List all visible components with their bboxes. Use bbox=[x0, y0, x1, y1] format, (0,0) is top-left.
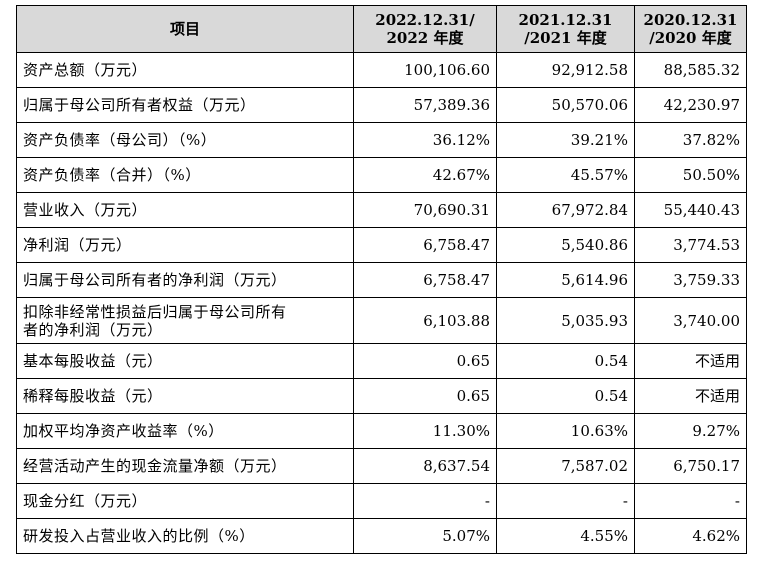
value-2020: 37.82% bbox=[634, 122, 747, 158]
value-2021: - bbox=[496, 483, 635, 519]
value-2020: 6,750.17 bbox=[634, 448, 747, 484]
table-row: 资产负债率（合并）（%） 42.67% 45.57% 50.50% bbox=[16, 157, 747, 193]
value-2020: 42,230.97 bbox=[634, 87, 747, 123]
row-label: 稀释每股收益（元） bbox=[16, 378, 354, 414]
value-2021: 10.63% bbox=[496, 413, 635, 449]
value-2022: 0.65 bbox=[353, 378, 497, 414]
value-2020: 50.50% bbox=[634, 157, 747, 193]
header-item: 项目 bbox=[16, 5, 354, 53]
table-row: 扣除非经常性损益后归属于母公司所有 者的净利润（万元） 6,103.88 5,0… bbox=[16, 297, 747, 344]
header-2022-date: 2022.12.31/ bbox=[375, 11, 475, 29]
table-header: 项目 2022.12.31/ 2022 年度 2021.12.31 /2021 … bbox=[16, 5, 747, 53]
value-2020: 3,740.00 bbox=[634, 297, 747, 344]
value-2020: 3,774.53 bbox=[634, 227, 747, 263]
table-row: 营业收入（万元） 70,690.31 67,972.84 55,440.43 bbox=[16, 192, 747, 228]
table-row: 加权平均净资产收益率（%） 11.30% 10.63% 9.27% bbox=[16, 413, 747, 449]
value-2022: - bbox=[353, 483, 497, 519]
row-label: 归属于母公司所有者权益（万元） bbox=[16, 87, 354, 123]
value-2022: 5.07% bbox=[353, 518, 497, 554]
table-row: 经营活动产生的现金流量净额（万元） 8,637.54 7,587.02 6,75… bbox=[16, 448, 747, 484]
value-2021: 5,035.93 bbox=[496, 297, 635, 344]
value-2022: 6,103.88 bbox=[353, 297, 497, 344]
table-row: 资产负债率（母公司）（%） 36.12% 39.21% 37.82% bbox=[16, 122, 747, 158]
value-2021: 4.55% bbox=[496, 518, 635, 554]
value-2022: 0.65 bbox=[353, 343, 497, 379]
header-2020: 2020.12.31 /2020 年度 bbox=[634, 5, 747, 53]
value-2021: 45.57% bbox=[496, 157, 635, 193]
table-row: 归属于母公司所有者权益（万元） 57,389.36 50,570.06 42,2… bbox=[16, 87, 747, 123]
row-label: 归属于母公司所有者的净利润（万元） bbox=[16, 262, 354, 298]
value-2021: 5,540.86 bbox=[496, 227, 635, 263]
header-2020-date: 2020.12.31 bbox=[643, 11, 738, 29]
row-label: 资产负债率（合并）（%） bbox=[16, 157, 354, 193]
value-2020: 9.27% bbox=[634, 413, 747, 449]
header-2022-year: 2022 年度 bbox=[386, 29, 464, 47]
table-row: 资产总额（万元） 100,106.60 92,912.58 88,585.32 bbox=[16, 52, 747, 88]
value-2020: - bbox=[634, 483, 747, 519]
header-2021: 2021.12.31 /2021 年度 bbox=[496, 5, 635, 53]
table-row: 归属于母公司所有者的净利润（万元） 6,758.47 5,614.96 3,75… bbox=[16, 262, 747, 298]
financial-data-table: 项目 2022.12.31/ 2022 年度 2021.12.31 /2021 … bbox=[16, 5, 747, 554]
value-2020: 4.62% bbox=[634, 518, 747, 554]
row-label: 扣除非经常性损益后归属于母公司所有 者的净利润（万元） bbox=[16, 297, 354, 344]
header-2022: 2022.12.31/ 2022 年度 bbox=[353, 5, 497, 53]
value-2022: 70,690.31 bbox=[353, 192, 497, 228]
value-2022: 11.30% bbox=[353, 413, 497, 449]
row-label: 净利润（万元） bbox=[16, 227, 354, 263]
row-label-line2: 者的净利润（万元） bbox=[23, 320, 163, 339]
value-2022: 6,758.47 bbox=[353, 262, 497, 298]
table-row: 净利润（万元） 6,758.47 5,540.86 3,774.53 bbox=[16, 227, 747, 263]
row-label: 基本每股收益（元） bbox=[16, 343, 354, 379]
row-label: 资产负债率（母公司）（%） bbox=[16, 122, 354, 158]
value-2022: 42.67% bbox=[353, 157, 497, 193]
header-2021-date: 2021.12.31 bbox=[518, 11, 613, 29]
header-2021-year: /2021 年度 bbox=[524, 29, 607, 47]
header-2020-year: /2020 年度 bbox=[649, 29, 732, 47]
value-2020: 不适用 bbox=[634, 378, 747, 414]
value-2021: 50,570.06 bbox=[496, 87, 635, 123]
table-row: 基本每股收益（元） 0.65 0.54 不适用 bbox=[16, 343, 747, 379]
value-2021: 39.21% bbox=[496, 122, 635, 158]
row-label: 资产总额（万元） bbox=[16, 52, 354, 88]
value-2020: 3,759.33 bbox=[634, 262, 747, 298]
value-2022: 8,637.54 bbox=[353, 448, 497, 484]
value-2020: 55,440.43 bbox=[634, 192, 747, 228]
value-2021: 0.54 bbox=[496, 378, 635, 414]
table-row: 稀释每股收益（元） 0.65 0.54 不适用 bbox=[16, 378, 747, 414]
header-row: 项目 2022.12.31/ 2022 年度 2021.12.31 /2021 … bbox=[16, 5, 747, 53]
value-2020: 不适用 bbox=[634, 343, 747, 379]
value-2021: 5,614.96 bbox=[496, 262, 635, 298]
value-2022: 6,758.47 bbox=[353, 227, 497, 263]
table-body: 资产总额（万元） 100,106.60 92,912.58 88,585.32 … bbox=[16, 52, 747, 554]
row-label: 加权平均净资产收益率（%） bbox=[16, 413, 354, 449]
value-2021: 7,587.02 bbox=[496, 448, 635, 484]
table-row: 现金分红（万元） - - - bbox=[16, 483, 747, 519]
value-2021: 67,972.84 bbox=[496, 192, 635, 228]
value-2022: 57,389.36 bbox=[353, 87, 497, 123]
row-label-line1: 扣除非经常性损益后归属于母公司所有 bbox=[23, 302, 287, 321]
table-row: 研发投入占营业收入的比例（%） 5.07% 4.55% 4.62% bbox=[16, 518, 747, 554]
row-label: 营业收入（万元） bbox=[16, 192, 354, 228]
row-label: 现金分红（万元） bbox=[16, 483, 354, 519]
value-2021: 92,912.58 bbox=[496, 52, 635, 88]
row-label: 经营活动产生的现金流量净额（万元） bbox=[16, 448, 354, 484]
value-2022: 36.12% bbox=[353, 122, 497, 158]
row-label: 研发投入占营业收入的比例（%） bbox=[16, 518, 354, 554]
value-2022: 100,106.60 bbox=[353, 52, 497, 88]
value-2020: 88,585.32 bbox=[634, 52, 747, 88]
value-2021: 0.54 bbox=[496, 343, 635, 379]
